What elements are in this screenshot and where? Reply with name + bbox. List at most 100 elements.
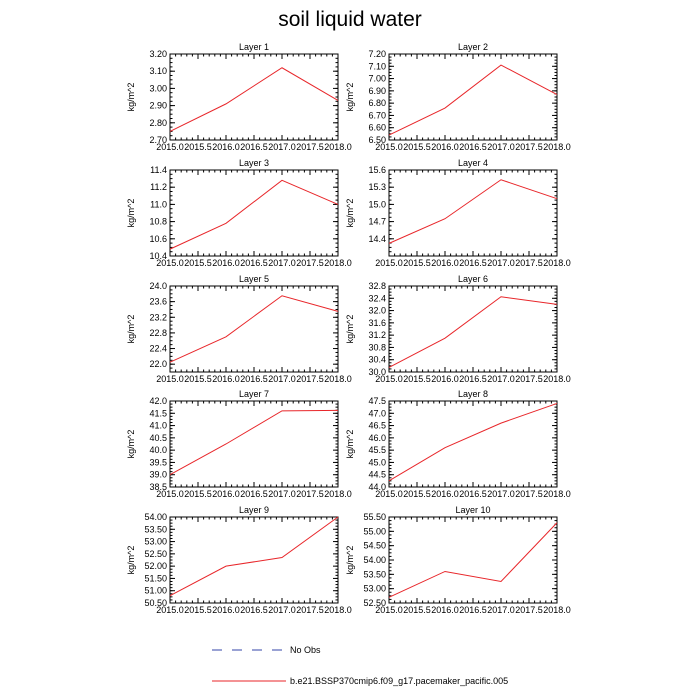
x-tick-label: 2018.0	[543, 605, 571, 615]
panel-title: Layer 9	[239, 505, 269, 515]
y-tick-label: 53.00	[363, 584, 386, 594]
y-tick-label: 7.20	[368, 49, 386, 59]
x-tick-label: 2016.5	[459, 374, 487, 384]
x-tick-label: 2018.0	[324, 142, 352, 152]
x-tick-label: 2016.0	[431, 605, 459, 615]
x-tick-label: 2017.0	[268, 489, 296, 499]
plot-frame	[169, 53, 339, 141]
x-tick-label: 2017.0	[268, 605, 296, 615]
series-line	[388, 402, 558, 482]
x-tick-label: 2018.0	[324, 489, 352, 499]
legend-obs: No Obs	[212, 644, 321, 656]
x-tick-label: 2018.0	[543, 489, 571, 499]
x-tick-label: 2015.0	[156, 605, 184, 615]
x-tick-label: 2018.0	[543, 142, 571, 152]
x-tick-label: 2015.0	[375, 258, 403, 268]
y-tick-label: 6.60	[368, 123, 386, 133]
y-tick-label: 7.10	[368, 61, 386, 71]
x-tick-label: 2017.0	[487, 489, 515, 499]
y-tick-label: 32.8	[368, 281, 386, 291]
y-tick-label: 46.5	[368, 421, 386, 431]
x-tick-label: 2017.0	[487, 374, 515, 384]
y-tick-label: 30.4	[368, 355, 386, 365]
legend-obs-label: No Obs	[290, 645, 321, 655]
y-tick-label: 23.6	[149, 297, 167, 307]
x-tick-label: 2015.0	[156, 142, 184, 152]
x-tick-label: 2017.0	[268, 374, 296, 384]
x-tick-label: 2018.0	[543, 374, 571, 384]
legend-model: b.e21.BSSP370cmip6.f09_g17.pacemaker_pac…	[212, 675, 508, 687]
x-tick-label: 2016.5	[240, 258, 268, 268]
plot-frame	[388, 285, 558, 373]
y-tick-label: 31.2	[368, 330, 386, 340]
y-tick-label: 54.00	[144, 512, 167, 522]
y-tick-label: 32.0	[368, 306, 386, 316]
x-tick-label: 2015.0	[375, 489, 403, 499]
y-axis-label: kg/m^2	[126, 315, 136, 344]
y-tick-label: 44.5	[368, 470, 386, 480]
y-tick-label: 10.8	[149, 217, 167, 227]
y-tick-label: 14.7	[368, 217, 386, 227]
x-tick-label: 2016.0	[212, 374, 240, 384]
x-tick-label: 2018.0	[324, 605, 352, 615]
y-tick-label: 42.0	[149, 396, 167, 406]
y-tick-label: 23.2	[149, 312, 167, 322]
x-tick-label: 2015.5	[403, 605, 431, 615]
plot-frame	[169, 400, 339, 488]
y-tick-label: 41.0	[149, 421, 167, 431]
y-tick-label: 15.3	[368, 182, 386, 192]
x-tick-label: 2016.5	[240, 489, 268, 499]
x-tick-label: 2017.5	[515, 258, 543, 268]
x-tick-label: 2017.0	[487, 142, 515, 152]
x-tick-label: 2017.5	[296, 605, 324, 615]
y-tick-label: 46.0	[368, 433, 386, 443]
y-tick-label: 53.50	[144, 524, 167, 534]
x-tick-label: 2017.0	[268, 142, 296, 152]
y-tick-label: 47.5	[368, 396, 386, 406]
x-tick-label: 2017.5	[515, 374, 543, 384]
x-tick-label: 2015.5	[403, 374, 431, 384]
x-tick-label: 2017.5	[296, 489, 324, 499]
x-tick-label: 2017.0	[268, 258, 296, 268]
x-tick-label: 2015.0	[375, 374, 403, 384]
x-tick-label: 2015.0	[156, 258, 184, 268]
x-tick-label: 2017.5	[296, 258, 324, 268]
y-tick-label: 22.4	[149, 344, 167, 354]
x-tick-label: 2015.5	[184, 258, 212, 268]
x-tick-label: 2016.0	[431, 142, 459, 152]
plot-frame	[388, 169, 558, 257]
figure-title: soil liquid water	[278, 8, 422, 31]
y-tick-label: 11.4	[150, 165, 167, 175]
x-tick-label: 2015.5	[403, 142, 431, 152]
y-tick-label: 15.6	[368, 165, 386, 175]
series-line	[388, 179, 558, 244]
series-line	[169, 179, 339, 250]
x-tick-label: 2016.0	[431, 258, 459, 268]
plot-frame	[388, 516, 558, 604]
y-tick-label: 55.50	[363, 512, 386, 522]
panel-title: Layer 4	[458, 158, 488, 168]
y-tick-label: 52.00	[144, 561, 167, 571]
x-tick-label: 2016.0	[431, 489, 459, 499]
x-tick-label: 2015.5	[184, 142, 212, 152]
y-tick-label: 51.00	[144, 586, 167, 596]
y-tick-label: 11.0	[150, 199, 167, 209]
y-tick-label: 14.4	[368, 234, 386, 244]
y-tick-label: 44.0	[368, 482, 386, 492]
y-tick-label: 51.50	[144, 573, 167, 583]
panel-title: Layer 6	[458, 274, 488, 284]
y-tick-label: 55.00	[363, 526, 386, 536]
series-line	[388, 522, 558, 598]
y-tick-label: 30.8	[368, 342, 386, 352]
x-tick-label: 2017.0	[487, 605, 515, 615]
series-line	[169, 409, 339, 476]
y-tick-label: 50.50	[144, 598, 167, 608]
y-tick-label: 41.5	[149, 408, 167, 418]
x-tick-label: 2017.5	[515, 142, 543, 152]
x-tick-label: 2016.0	[431, 374, 459, 384]
panel-title: Layer 10	[455, 505, 490, 515]
y-tick-label: 15.0	[368, 199, 386, 209]
